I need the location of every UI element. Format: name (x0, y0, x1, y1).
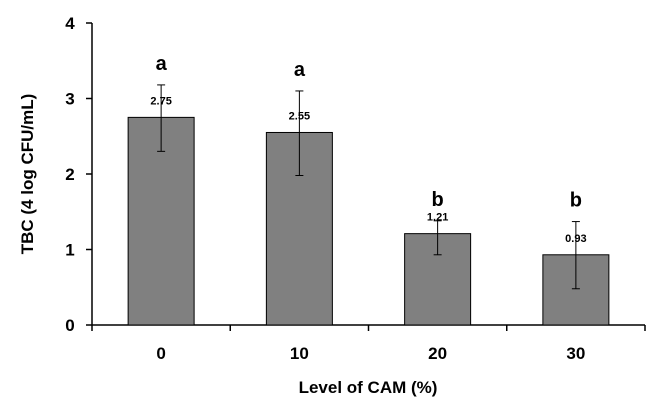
x-axis: 0 10 20 30 (91, 324, 646, 363)
y-axis-ticks: 0 1 2 3 4 (65, 14, 92, 335)
y-axis-title: TBC (4 log CFU/mL) (18, 94, 37, 255)
significance-label: a (156, 53, 168, 75)
significance-labels: a a b b (156, 53, 582, 212)
y-axis: 0 1 2 3 4 (65, 14, 93, 335)
bar (127, 116, 195, 326)
x-axis-ticks: 0 10 20 30 (91, 325, 646, 363)
data-labels: 2.75 2.55 1.21 0.93 (150, 95, 586, 244)
data-label: 2.55 (289, 110, 310, 122)
data-label: 1.21 (427, 212, 448, 224)
x-tick-label: 30 (566, 344, 585, 363)
significance-label: b (570, 190, 582, 212)
x-tick-label: 10 (290, 344, 309, 363)
y-tick-label: 3 (65, 90, 74, 109)
data-label: 2.75 (150, 95, 171, 107)
x-tick-label: 0 (156, 344, 165, 363)
x-axis-title: Level of CAM (%) (299, 378, 438, 397)
data-label: 0.93 (565, 233, 586, 245)
y-tick-label: 4 (65, 14, 75, 33)
y-tick-label: 1 (65, 241, 74, 260)
y-tick-label: 0 (65, 316, 74, 335)
error-bars (157, 84, 580, 290)
significance-label: a (294, 59, 306, 81)
x-tick-label: 20 (428, 344, 447, 363)
bars (127, 116, 610, 326)
y-tick-label: 2 (65, 165, 74, 184)
significance-label: b (432, 189, 444, 211)
